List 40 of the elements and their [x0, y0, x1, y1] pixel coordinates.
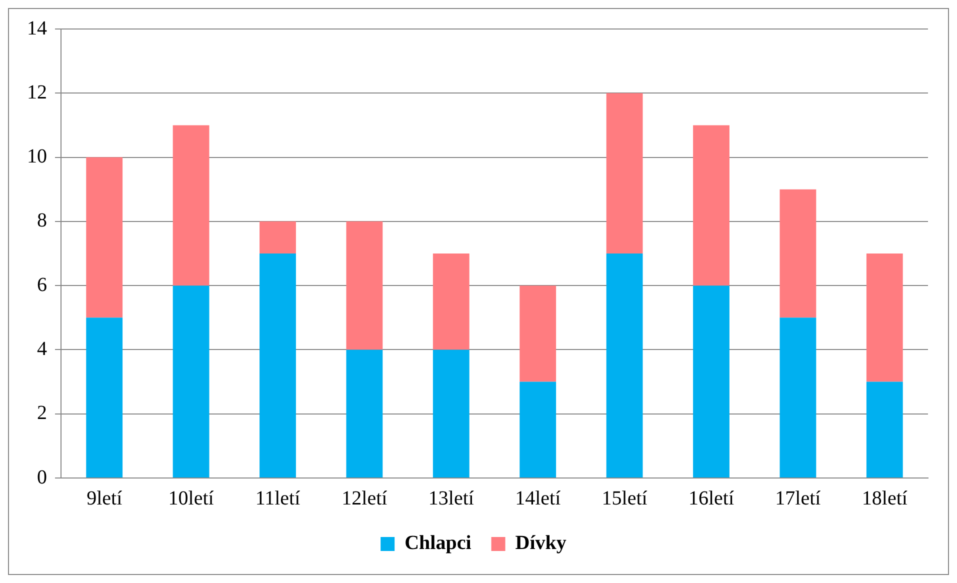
x-tick-label: 15letí: [602, 487, 648, 510]
bar: [346, 350, 383, 478]
bar: [432, 254, 470, 350]
bar: [606, 93, 643, 254]
x-tick-label: 16letí: [688, 487, 734, 510]
bar: [260, 221, 296, 254]
x-tick-label: 11letí: [255, 487, 301, 510]
y-tick-label: 14: [27, 17, 47, 40]
bar: [606, 254, 643, 478]
bar: [260, 254, 296, 478]
x-tick-label: 17letí: [775, 487, 822, 510]
bar: [693, 286, 730, 478]
bar: [86, 157, 123, 318]
y-tick-label: 0: [37, 466, 47, 488]
x-tick-label: 10letí: [168, 487, 214, 510]
x-tick-label: 18letí: [862, 487, 908, 510]
bar: [432, 350, 470, 478]
bar: [346, 221, 383, 350]
bar: [866, 382, 903, 478]
y-tick-label: 12: [27, 81, 47, 104]
x-tick-label: 14letí: [515, 487, 562, 510]
x-tick-label: 12letí: [342, 487, 388, 510]
y-tick-label: 6: [37, 274, 47, 296]
legend-label: Chlapci: [404, 532, 472, 554]
bar: [520, 382, 556, 478]
bar: [172, 286, 210, 478]
bar: [780, 318, 816, 478]
bar: [172, 125, 210, 286]
x-tick-label: 13letí: [428, 487, 474, 510]
bar: [780, 189, 816, 318]
x-tick-label: 9letí: [86, 487, 123, 510]
y-tick-label: 4: [37, 338, 47, 360]
y-tick-label: 8: [37, 210, 47, 232]
legend-label: Dívky: [515, 532, 566, 554]
bar: [520, 286, 556, 382]
bar: [866, 254, 903, 382]
bar: [86, 318, 123, 478]
y-tick-label: 2: [37, 402, 47, 424]
bar: [693, 125, 730, 286]
y-tick-label: 10: [27, 146, 47, 168]
